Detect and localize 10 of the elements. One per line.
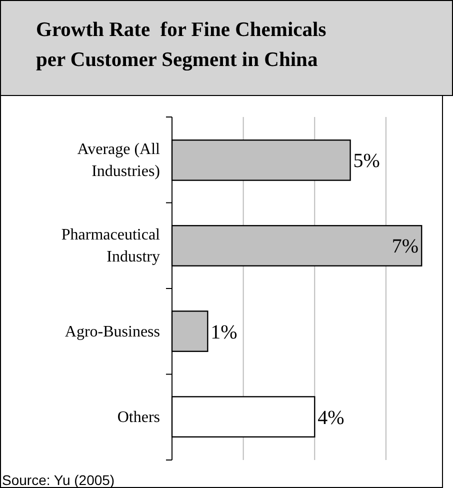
data-label: 7%	[392, 236, 419, 258]
chart-title: Growth Rate for Fine Chemicals per Customer Segment in China	[36, 19, 326, 71]
data-label: 4%	[318, 406, 344, 429]
y-tick-label: Others	[117, 408, 160, 426]
y-tick-label: Average (All Industries)	[77, 141, 161, 180]
y-tick-label: Pharmaceutical Industry	[61, 226, 161, 266]
data-label: 5%	[353, 150, 380, 172]
source-note: Source: Yu (2005)	[2, 472, 115, 488]
data-label: 1%	[210, 321, 238, 344]
y-tick-label: Agro-Business	[64, 323, 160, 340]
